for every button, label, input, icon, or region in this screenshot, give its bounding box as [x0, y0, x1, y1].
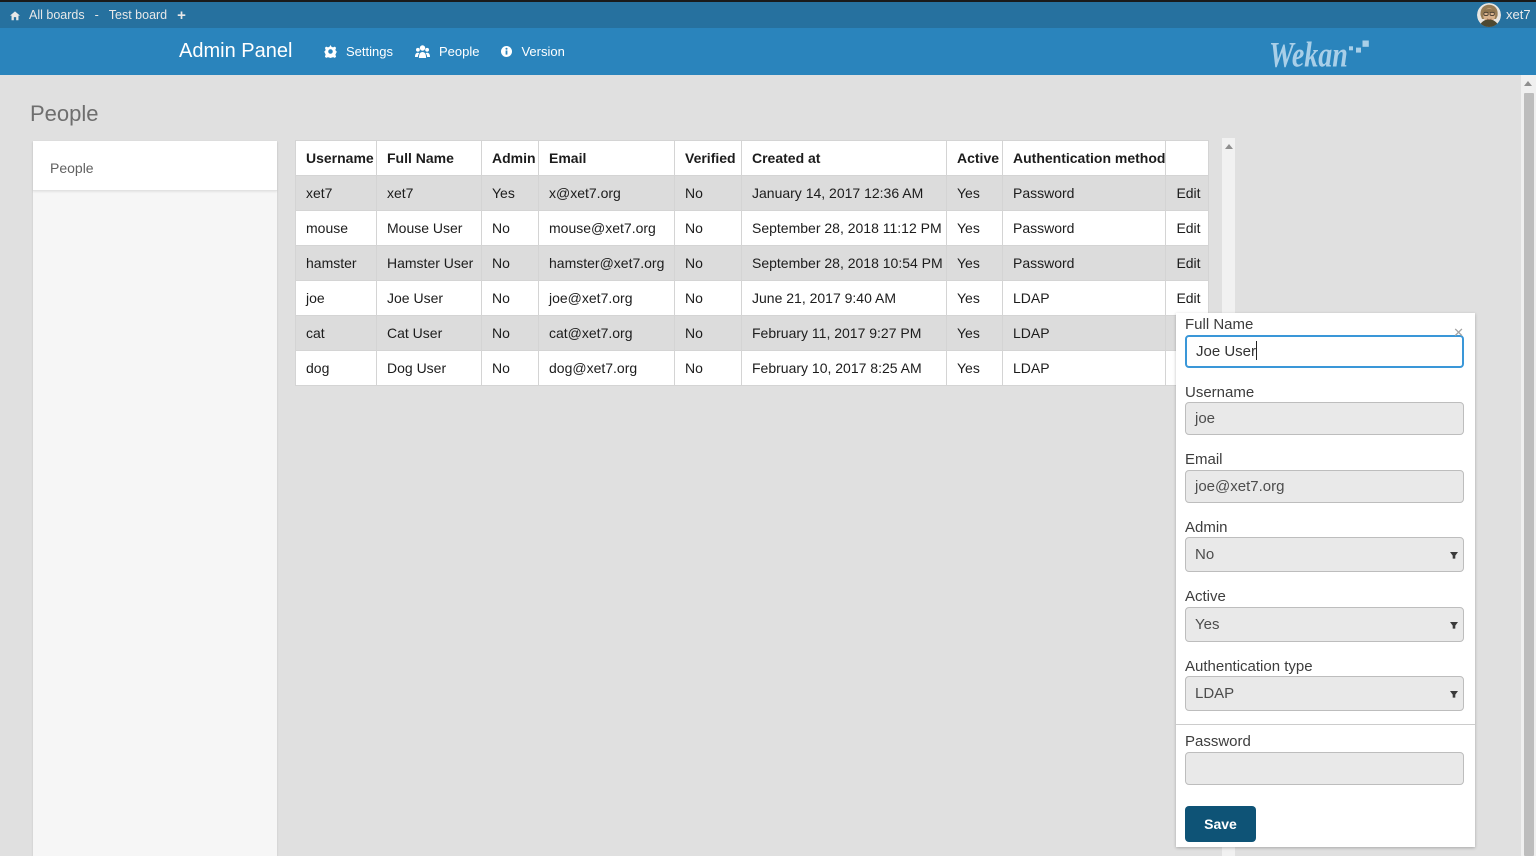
- svg-text:Wekan: Wekan: [1269, 36, 1348, 75]
